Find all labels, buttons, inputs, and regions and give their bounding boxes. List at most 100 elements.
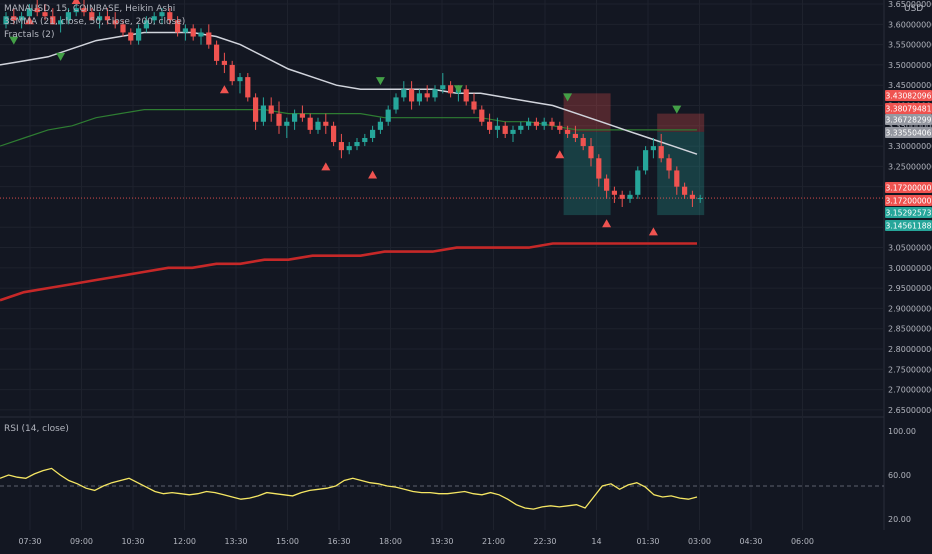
candle-body xyxy=(682,186,688,195)
price-axis-label-bg xyxy=(885,220,932,231)
price-tick-label: 3.55000000 xyxy=(888,41,932,50)
price-axis-label: 3.17200000 xyxy=(885,182,932,193)
candle-body xyxy=(167,12,173,21)
candle-body xyxy=(284,121,290,126)
candle-body xyxy=(549,121,555,126)
candle-body xyxy=(104,16,110,21)
currency-label: USD xyxy=(904,4,924,14)
candle-body xyxy=(526,121,532,126)
candle-body xyxy=(604,178,610,191)
price-axis-label-text: 3.36728299 xyxy=(886,116,932,125)
price-axis-label-bg xyxy=(885,195,932,206)
candle-body xyxy=(494,125,500,130)
time-tick-label: 14 xyxy=(591,537,601,546)
candle-body xyxy=(635,170,641,195)
candle-body xyxy=(557,125,563,130)
candle-body xyxy=(440,85,446,90)
price-axis-label: 3.17200000 xyxy=(885,195,932,206)
candle-body xyxy=(471,101,477,110)
candle-body xyxy=(190,28,196,37)
time-tick-label: 01:30 xyxy=(636,537,659,546)
candle-body xyxy=(3,16,9,25)
price-tick-label: 2.70000000 xyxy=(888,386,932,395)
price-tick-label: 2.95000000 xyxy=(888,284,932,293)
symbol-legend[interactable]: MANAUSD, 15, COINBASE, Heikin Ashi xyxy=(4,4,176,14)
candle-body xyxy=(510,129,516,134)
price-axis-label: 3.38079481 xyxy=(885,103,932,114)
rsi-legend[interactable]: RSI (14, close) xyxy=(4,424,69,434)
candle-body xyxy=(487,121,493,130)
price-axis-label-text: 3.17200000 xyxy=(886,197,932,206)
candle-body xyxy=(448,85,454,94)
candle-body xyxy=(81,8,87,13)
candle-body xyxy=(596,158,602,179)
candle-body xyxy=(611,190,617,195)
price-axis-label: 3.14561188 xyxy=(885,220,932,231)
price-tick-label: 3.35000000 xyxy=(888,122,932,131)
price-axis-label-bg xyxy=(885,90,932,101)
candle-body xyxy=(323,121,329,126)
candle-body xyxy=(73,8,79,13)
candle-body xyxy=(424,93,430,98)
candle-body xyxy=(159,12,165,17)
candle-body xyxy=(409,89,415,102)
time-tick-label: 22:30 xyxy=(533,537,556,546)
time-tick-label: 03:00 xyxy=(688,537,711,546)
fractal-up-marker xyxy=(368,170,378,179)
candle-body xyxy=(463,89,469,102)
fractal-up-marker xyxy=(321,162,331,171)
rsi-tick-label: 20.00 xyxy=(888,515,911,524)
price-axis-label-text: 3.15292573 xyxy=(886,209,932,218)
candle-body xyxy=(689,194,695,199)
candle-body xyxy=(175,20,181,33)
candle-body xyxy=(89,12,95,21)
price-axis-label-bg xyxy=(885,182,932,193)
candle-body xyxy=(666,158,672,171)
ma-slow-line xyxy=(0,242,697,302)
candle-body xyxy=(276,113,282,126)
candle-body xyxy=(362,137,368,143)
candle-body xyxy=(502,125,508,134)
candle-body xyxy=(697,198,703,200)
rsi-line xyxy=(0,467,698,510)
rsi-tick-label: 60.00 xyxy=(888,471,911,480)
candle-body xyxy=(268,105,274,114)
candle-body xyxy=(580,137,586,147)
fractal-up-marker xyxy=(71,0,81,4)
price-axis-label-text: 3.14561188 xyxy=(886,222,932,231)
price-tick-label: 3.25000000 xyxy=(888,162,932,171)
price-axis-label: 3.33550406 xyxy=(885,127,932,138)
candle-body xyxy=(245,77,251,98)
price-tick-label: 3.60000000 xyxy=(888,20,932,29)
price-tick-label: 3.05000000 xyxy=(888,244,932,253)
candle-body xyxy=(221,60,227,65)
candle-body xyxy=(299,113,305,118)
candle-body xyxy=(198,32,204,37)
candle-body xyxy=(97,16,103,21)
fractal-down-marker xyxy=(56,52,66,61)
fractal-down-marker xyxy=(453,85,463,94)
ma-legend[interactable]: 3SMMA (21, close, 50, close, 200, close) xyxy=(4,17,186,27)
candle-body xyxy=(50,16,56,25)
candle-body xyxy=(206,32,212,45)
price-tick-label: 2.85000000 xyxy=(888,325,932,334)
fractal-up-marker xyxy=(24,16,34,25)
price-tick-label: 3.30000000 xyxy=(888,142,932,151)
candle-body xyxy=(658,146,664,159)
ma-fast-line xyxy=(0,31,698,155)
fractal-up-marker xyxy=(555,150,565,159)
candle-body xyxy=(214,44,220,61)
fractal-up-marker xyxy=(648,227,658,236)
fractal-down-marker xyxy=(375,77,385,86)
candle-body xyxy=(346,146,352,151)
candle-body xyxy=(627,194,633,199)
price-axis-label-text: 3.38079481 xyxy=(886,105,932,114)
fractals-legend[interactable]: Fractals (2) xyxy=(4,30,55,40)
time-tick-label: 21:00 xyxy=(482,537,505,546)
ma-mid-line xyxy=(0,108,697,147)
candle-body xyxy=(354,142,360,147)
candle-body xyxy=(151,16,157,21)
candle-body xyxy=(338,142,344,151)
